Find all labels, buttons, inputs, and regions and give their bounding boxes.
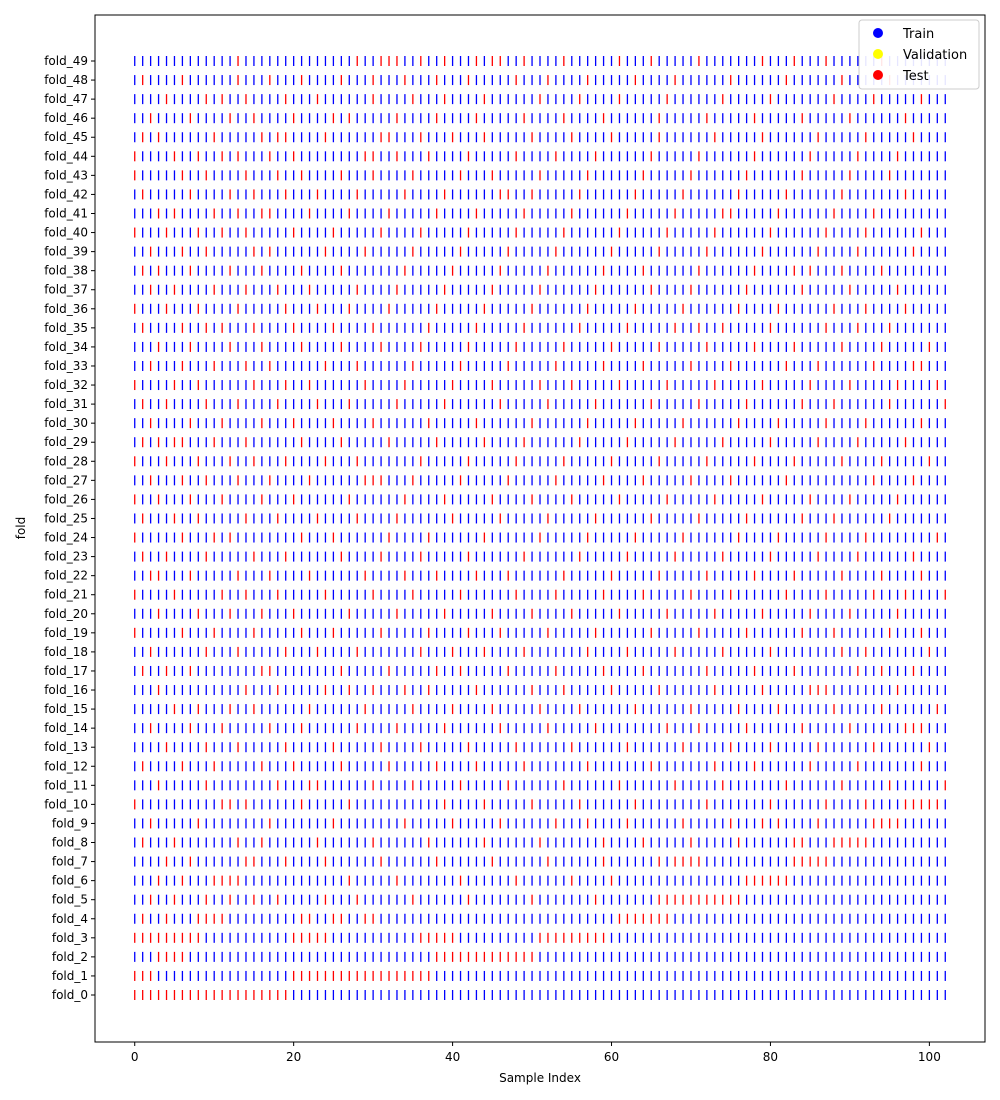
fold-marks	[134, 56, 946, 1000]
plot-area	[94, 14, 986, 1043]
